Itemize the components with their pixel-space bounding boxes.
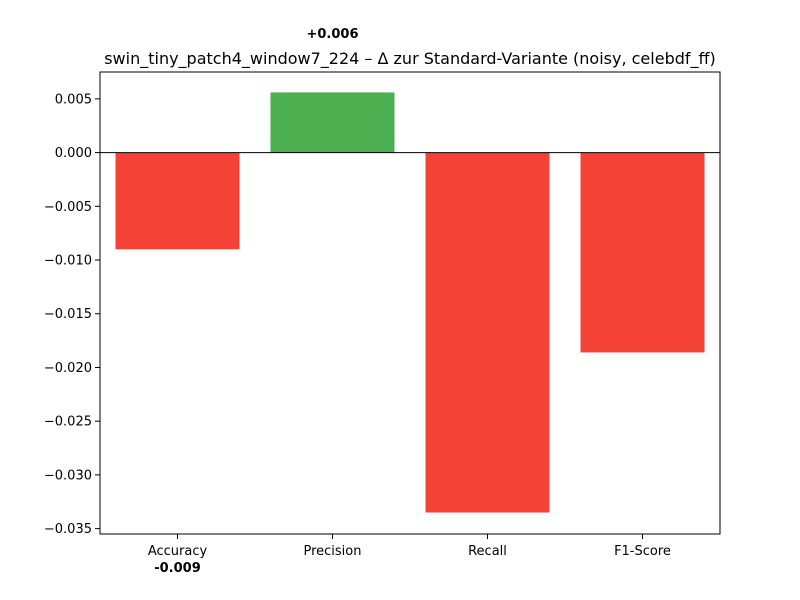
- x-tick-label: Precision: [303, 544, 361, 559]
- chart-title: swin_tiny_patch4_window7_224 – Δ zur Sta…: [104, 49, 716, 69]
- y-tick-label: −0.005: [44, 200, 92, 215]
- bar-recall: [425, 152, 550, 513]
- y-tick-label: −0.035: [44, 522, 92, 537]
- y-tick-label: −0.025: [44, 415, 92, 430]
- bar-precision: [270, 92, 395, 153]
- x-tick-label: Accuracy: [148, 544, 208, 559]
- x-tick-label: Recall: [468, 544, 507, 559]
- y-tick-label: −0.015: [44, 307, 92, 322]
- y-tick-label: 0.000: [55, 146, 92, 161]
- y-tick-label: −0.020: [44, 361, 92, 376]
- y-tick-label: −0.010: [44, 254, 92, 269]
- y-tick-label: 0.005: [55, 92, 92, 107]
- data-label: +0.006: [306, 27, 358, 42]
- y-tick-label: −0.030: [44, 468, 92, 483]
- x-tick-label: F1-Score: [614, 544, 671, 559]
- bar-accuracy: [115, 152, 240, 250]
- plot-frame: [99, 71, 721, 535]
- bar-f1-score: [580, 152, 705, 353]
- data-label: -0.009: [154, 561, 201, 576]
